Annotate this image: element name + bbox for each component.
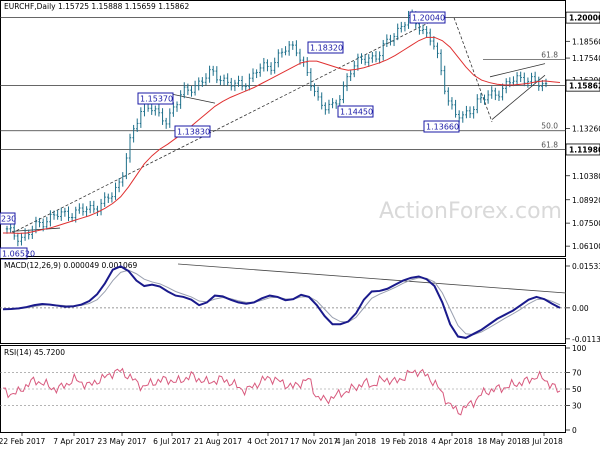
macd-axis: 0.015338 0.00 -0.011344 [566,262,600,344]
price-annotation: 1.06520 [0,247,35,260]
time-axis: 22 Feb 2017 7 Apr 2017 23 May 2017 6 Jul 20… [0,433,563,446]
trendlines [11,16,546,234]
price-annotation-box [409,11,446,24]
time-axis-label: 19 Feb 2018 [381,437,428,446]
watermark: ActionForex.com [379,199,562,224]
price-annotation: 1.13660 [423,120,460,133]
price-annotation-label: 1.20040 [412,14,445,23]
rsi-header: RSI(14) 45.7200 [4,348,65,357]
time-axis-label: 21 Aug 2017 [194,437,242,446]
price-axis-label: 1.10380 [572,172,600,181]
macd-line [2,265,561,339]
price-header: EURCHF,Daily 1.15725 1.15888 1.15659 1.1… [4,2,189,11]
time-axis-label: 4 Jan 2018 [336,437,376,446]
price-annotation-label: 1.13660 [426,123,459,132]
price-level-tag-box [565,79,600,92]
price-annotation: 230 [0,212,16,225]
time-axis-label: 17 Nov 2017 [290,437,338,446]
price-annotation-box [137,92,174,105]
rsi-axis-label: 0 [572,426,577,435]
price-annotation: 1.14450 [337,105,374,118]
price-panel: ActionForex.com EURCHF,Daily 1.15725 1.1… [0,0,600,260]
time-axis-label: 23 May 2017 [98,437,147,446]
price-annotation-label: 1.06520 [2,250,35,259]
rsi-axis-label: 30 [572,401,582,410]
price-axis: 1.198801.185601.175401.162001.132601.119… [565,11,600,251]
price-axis-label: 1.18560 [572,37,600,46]
price-levels: 61.8 50.0 61.8 [0,17,566,150]
price-level-tag-box [565,143,600,156]
macd-axis-label: 0.00 [572,304,589,313]
price-axis-label: 1.06100 [572,242,600,251]
rsi-axis-label: 70 [572,369,582,378]
price-annotation-box [174,125,211,138]
price-level-tag: 1.20000 [565,11,600,24]
candlesticks [5,9,548,247]
price-level-tag-box [565,11,600,24]
price-axis-label: 1.17540 [572,54,600,63]
price-annotation-label: 1.15370 [140,95,173,104]
time-axis-label: 18 May 2018 [478,437,527,446]
price-annotation-label: 230 [1,215,16,224]
price-level-tag: 1.15862 [565,79,600,92]
macd-axis-label: 0.015338 [572,262,600,271]
rsi-axis-label: 100 [572,344,587,353]
macd-axis-label: -0.011344 [572,335,600,344]
macd-panel: MACD(12,26,9) 0.000049 0.001069 0.015338… [0,258,600,344]
trendline [491,74,546,120]
time-axis-label: 7 Apr 2017 [53,437,95,446]
price-axis-label: 1.07500 [572,219,600,228]
price-panel-frame [0,0,566,257]
price-annotation-label: 1.18320 [310,44,343,53]
time-axis-label: 4 Apr 2018 [431,437,473,446]
price-annotations: 1.06520 1.15370 1.13830 1.18320 1.14450 1.200… [0,11,460,260]
price-axis-label: 1.13260 [572,124,600,133]
price-level-tag-label: 1.15862 [569,82,600,91]
trendline [489,63,546,78]
price-annotation: 1.18320 [307,41,344,54]
moving-average-line [3,36,561,234]
price-level-tag-label: 1.11980 [569,145,600,154]
price-annotation-box [337,105,374,118]
time-axis-label: 6 Jul 2017 [153,437,191,446]
price-level-tag: 1.11980 [565,143,600,156]
price-annotation: 1.15370 [137,92,174,105]
price-annotation: 1.20040 [409,11,446,24]
time-axis-label: 22 Feb 2017 [0,437,46,446]
price-annotation-box [307,41,344,54]
rsi-axis-label: 50 [572,385,582,394]
time-axis-label: 3 Jul 2018 [525,437,563,446]
rsi-line [2,367,561,416]
price-annotation-label: 1.14450 [340,108,373,117]
fib-level-label: 50.0 [541,122,558,131]
price-annotation-box [0,212,16,225]
macd-header: MACD(12,26,9) 0.000049 0.001069 [4,261,138,270]
price-annotation-box [423,120,460,133]
macd-divergence-line [177,263,567,294]
price-axis-label: 1.08920 [572,196,600,205]
trendline [169,93,216,104]
trendline [453,17,493,122]
price-annotation-label: 1.13830 [177,128,210,137]
rsi-axis: 100 70 50 30 0 [566,344,587,435]
price-level-tag-label: 1.20000 [569,14,600,23]
macd-panel-frame [0,258,566,344]
fib-level-label: 61.8 [541,51,558,60]
price-annotation: 1.13830 [174,125,211,138]
rsi-panel: RSI(14) 45.7200 100 70 50 30 0 [0,344,587,435]
time-axis-label: 4 Oct 2017 [247,437,289,446]
fib-level-label: 61.8 [541,140,558,149]
